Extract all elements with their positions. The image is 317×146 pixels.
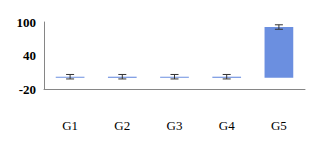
svg-text:100: 100 — [17, 15, 37, 30]
svg-text:G5: G5 — [271, 118, 287, 133]
svg-text:-20: -20 — [19, 82, 36, 97]
svg-text:G1: G1 — [62, 118, 78, 133]
svg-text:G2: G2 — [114, 118, 130, 133]
svg-text:G4: G4 — [219, 118, 235, 133]
svg-text:40: 40 — [23, 48, 36, 63]
svg-text:G3: G3 — [167, 118, 183, 133]
